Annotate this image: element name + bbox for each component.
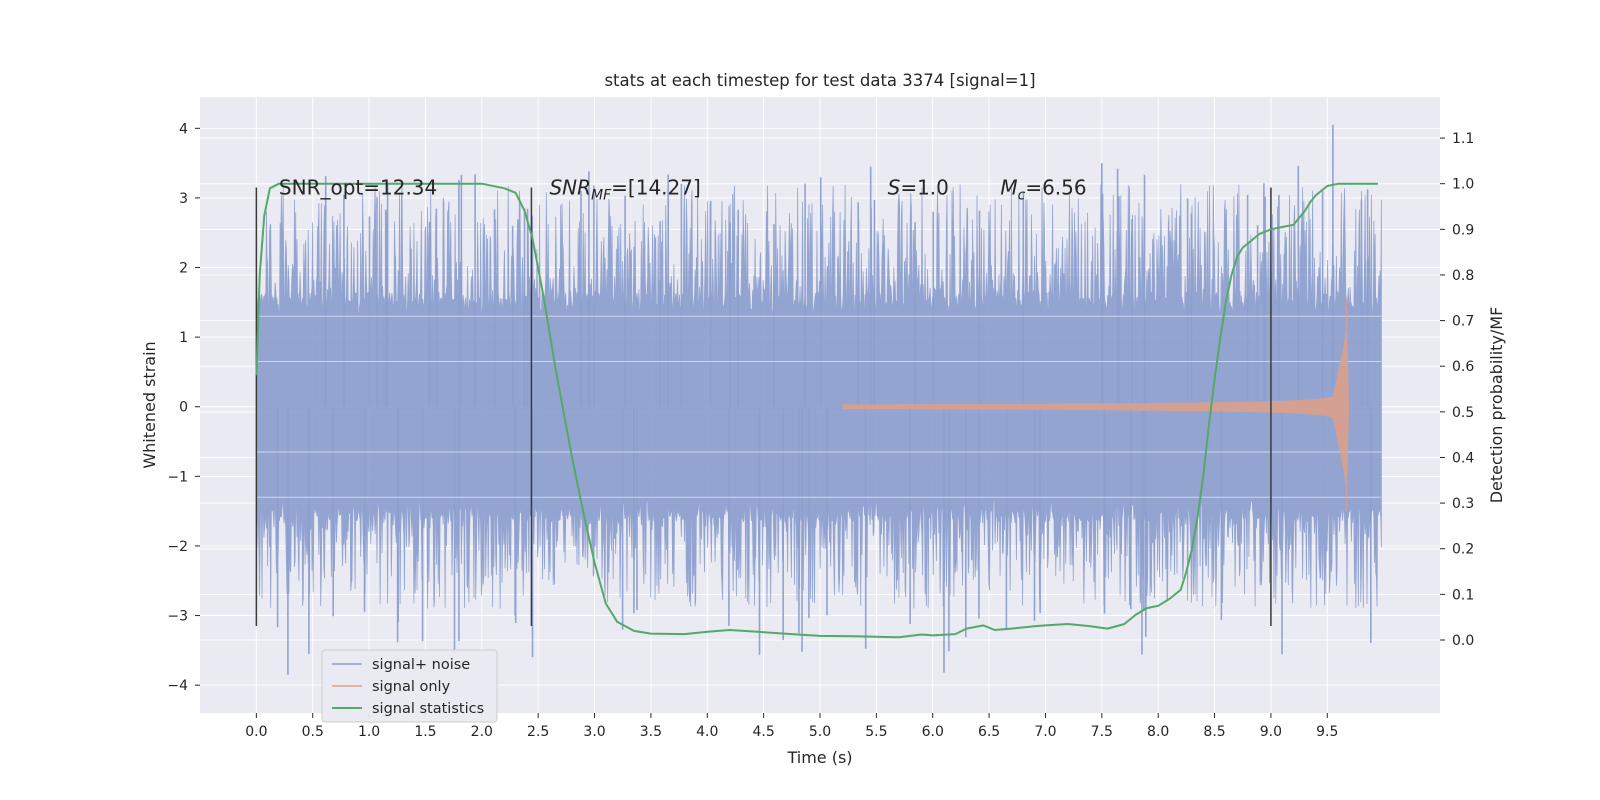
annotation-subscript: c xyxy=(1018,187,1026,203)
y2-tick-label: 0.0 xyxy=(1452,633,1474,649)
x-tick-label: 0.0 xyxy=(245,724,267,740)
y2-tick-label: 0.5 xyxy=(1452,405,1474,421)
x-tick-label: 1.0 xyxy=(358,724,380,740)
data-layer xyxy=(255,124,1382,675)
y2-axis-label: Detection probability/MF xyxy=(1487,307,1506,504)
axes: 0.0 0.5 1.0 1.5 2.0 2.5 3.0 3.5 4.0 4.5 5.0 5.5 6.0 6… xyxy=(167,121,1474,740)
legend-box xyxy=(321,649,498,723)
x-tick-label: 9.5 xyxy=(1316,724,1338,740)
y2-tick-label: 0.8 xyxy=(1452,268,1474,284)
annotation-value: =[14.27] xyxy=(611,175,701,199)
annotations: SNR_opt=12.34 SNRMF=[14.27] S=1.0 Mc=6.56 xyxy=(279,175,1087,203)
legend-label: signal+ noise xyxy=(372,657,470,673)
x-tick-label: 6.0 xyxy=(922,724,944,740)
y-tick-label: 4 xyxy=(179,121,188,137)
annotation-text: SNRMF=[14.27] xyxy=(549,175,700,203)
chart-title: stats at each timestep for test data 337… xyxy=(604,71,1035,90)
y-tick-label: 3 xyxy=(179,191,188,207)
y-tick-label: −4 xyxy=(167,678,188,694)
annotation-main: M xyxy=(1000,175,1017,199)
annotation-text: S=1.0 xyxy=(888,175,949,199)
y-axis-label: Whitened strain xyxy=(140,341,159,468)
legend: signal+ noise signal only signal statistic… xyxy=(321,649,498,723)
signal-noise-spikes xyxy=(276,124,1372,675)
annotation-text: Mc=6.56 xyxy=(1000,175,1086,203)
signal-only-series xyxy=(842,295,1350,512)
x-tick-label: 7.0 xyxy=(1034,724,1056,740)
x-tick-label: 9.0 xyxy=(1260,724,1282,740)
y2-tick-label: 1.1 xyxy=(1452,131,1474,147)
annotation-value: =6.56 xyxy=(1025,175,1086,199)
y2-tick-label: 0.2 xyxy=(1452,542,1474,558)
y2-tick-label: 0.3 xyxy=(1452,496,1474,512)
legend-label: signal statistics xyxy=(372,701,484,717)
x-tick-label: 3.0 xyxy=(583,724,605,740)
annotation-text: SNR_opt=12.34 xyxy=(279,175,437,199)
legend-label: signal only xyxy=(372,679,451,695)
x-tick-label: 5.5 xyxy=(865,724,887,740)
annotation-main: S xyxy=(888,175,901,199)
y-tick-label: −2 xyxy=(167,539,188,555)
annotation-main: SNR xyxy=(549,175,591,199)
x-tick-label: 2.5 xyxy=(527,724,549,740)
x-axis-label: Time (s) xyxy=(786,748,852,767)
x-tick-label: 8.0 xyxy=(1147,724,1169,740)
y-tick-label: 0 xyxy=(179,400,188,416)
x-tick-label: 2.0 xyxy=(471,724,493,740)
x-tick-label: 4.0 xyxy=(696,724,718,740)
x-tick-label: 8.5 xyxy=(1203,724,1225,740)
y2-tick-label: 0.7 xyxy=(1452,314,1474,330)
annotation-value: =1.0 xyxy=(900,175,949,199)
signal-statistics-series xyxy=(255,182,1378,639)
y2-tick-label: 0.9 xyxy=(1452,222,1474,238)
annotation-main: SNR_opt=12.34 xyxy=(279,175,437,199)
x-tick-label: 3.5 xyxy=(640,724,662,740)
x-tick-label: 7.5 xyxy=(1091,724,1113,740)
y-tick-label: −3 xyxy=(167,609,188,625)
x-tick-label: 1.5 xyxy=(414,724,436,740)
x-tick-label: 4.5 xyxy=(753,724,775,740)
y2-tick-label: 0.6 xyxy=(1452,359,1474,375)
annotation-subscript: MF xyxy=(591,187,612,203)
signal-noise-series xyxy=(255,184,1382,609)
y2-tick-label: 0.1 xyxy=(1452,587,1474,603)
x-tick-label: 0.5 xyxy=(302,724,324,740)
x-tick-label: 6.5 xyxy=(978,724,1000,740)
y2-tick-label: 0.4 xyxy=(1452,450,1474,466)
y-tick-label: 2 xyxy=(179,261,188,277)
y-tick-label: −1 xyxy=(167,469,188,485)
y-tick-label: 1 xyxy=(179,330,188,346)
y2-tick-label: 1.0 xyxy=(1452,177,1474,193)
x-tick-label: 5.0 xyxy=(809,724,831,740)
